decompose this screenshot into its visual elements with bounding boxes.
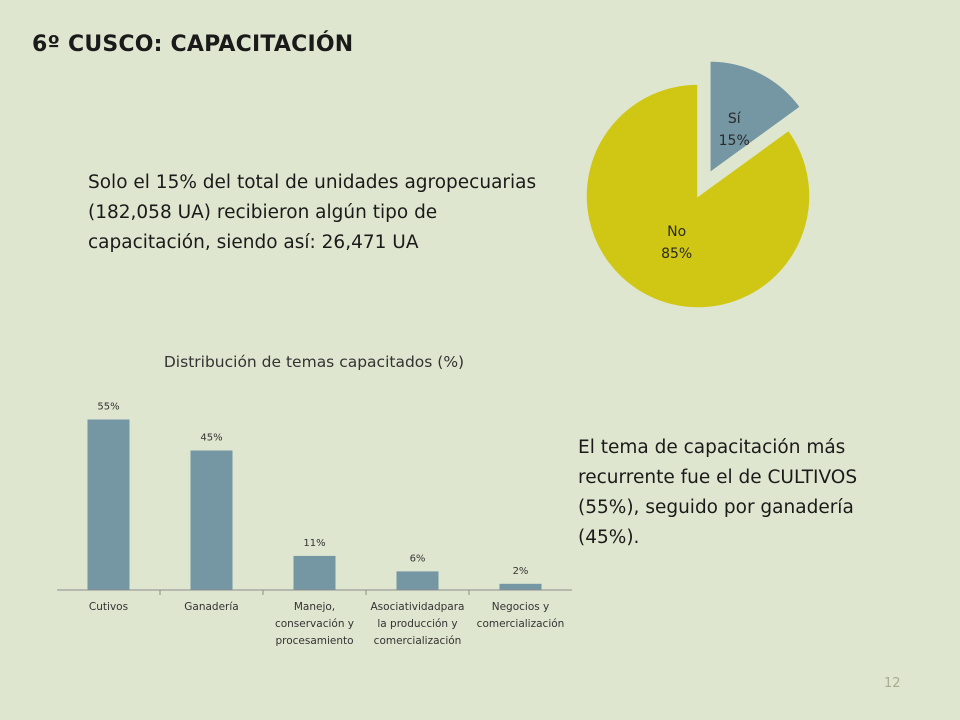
page-number: 12 xyxy=(884,676,901,691)
pie-slice-value-label: 85% xyxy=(661,246,692,262)
pie-slice-label: Sí xyxy=(728,111,742,127)
intro-text: Solo el 15% del total de unidades agrope… xyxy=(88,172,537,253)
category-label: conservación y xyxy=(275,618,354,630)
bar-ganaderia xyxy=(190,450,233,590)
category-label: comercialización xyxy=(477,618,565,630)
bar-chart: Distribución de temas capacitados (%) 55%… xyxy=(57,353,572,647)
bar-asociatividadpara xyxy=(396,571,439,590)
category-label: la producción y xyxy=(377,618,457,630)
category-label: Negocios y xyxy=(492,601,550,613)
bar-value-label: 55% xyxy=(97,402,119,413)
pie-slice-si xyxy=(709,60,802,175)
bar-value-label: 45% xyxy=(200,433,222,444)
category-label: Asociatividadpara xyxy=(371,601,465,613)
summary-text: El tema de capacitación más recurrente f… xyxy=(578,437,858,548)
category-label: Ganadería xyxy=(184,601,238,613)
bar-negocios-y xyxy=(499,583,542,590)
pie-slice-label: No xyxy=(667,224,686,240)
pie-slice-no xyxy=(585,83,811,309)
bar-value-label: 6% xyxy=(410,553,426,564)
bar-value-label: 2% xyxy=(513,566,529,577)
category-label: comercialización xyxy=(374,635,462,647)
bar-manejo xyxy=(293,555,336,590)
category-label: Cutivos xyxy=(89,601,128,613)
bar-cutivos xyxy=(87,419,130,590)
pie-slice-value-label: 15% xyxy=(719,133,750,149)
pie-chart: Sí 15% No 85% xyxy=(585,60,811,309)
category-label: Manejo, xyxy=(294,601,335,613)
bar-value-label: 11% xyxy=(303,538,325,549)
category-label: procesamiento xyxy=(275,635,353,647)
slide-title: 6º CUSCO: CAPACITACIÓN xyxy=(32,32,354,57)
bar-chart-title: Distribución de temas capacitados (%) xyxy=(164,353,464,371)
